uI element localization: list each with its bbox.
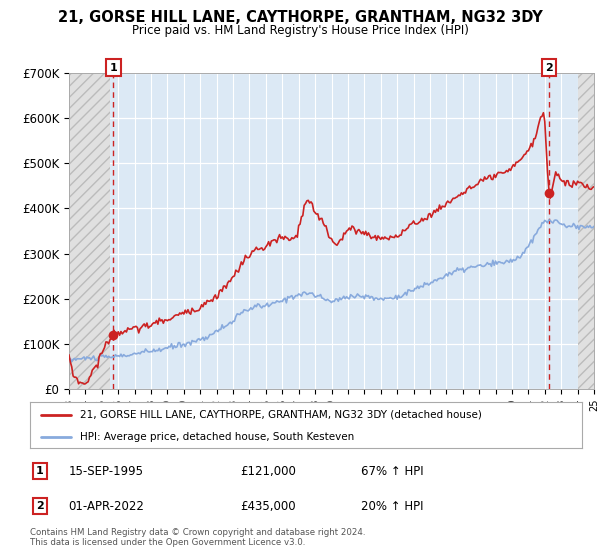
Text: 1: 1: [36, 466, 44, 476]
Text: HPI: Average price, detached house, South Kesteven: HPI: Average price, detached house, Sout…: [80, 432, 354, 441]
Text: Price paid vs. HM Land Registry's House Price Index (HPI): Price paid vs. HM Land Registry's House …: [131, 24, 469, 36]
Text: 21, GORSE HILL LANE, CAYTHORPE, GRANTHAM, NG32 3DY: 21, GORSE HILL LANE, CAYTHORPE, GRANTHAM…: [58, 10, 542, 25]
Text: Contains HM Land Registry data © Crown copyright and database right 2024.
This d: Contains HM Land Registry data © Crown c…: [30, 528, 365, 547]
Text: 20% ↑ HPI: 20% ↑ HPI: [361, 500, 424, 512]
Text: £121,000: £121,000: [240, 465, 296, 478]
Text: 01-APR-2022: 01-APR-2022: [68, 500, 145, 512]
Bar: [578, 73, 594, 389]
Text: £435,000: £435,000: [240, 500, 295, 512]
Text: 2: 2: [545, 63, 553, 73]
Bar: [69, 73, 110, 389]
Text: 1: 1: [110, 63, 118, 73]
Text: 2: 2: [36, 501, 44, 511]
Text: 67% ↑ HPI: 67% ↑ HPI: [361, 465, 424, 478]
Text: 21, GORSE HILL LANE, CAYTHORPE, GRANTHAM, NG32 3DY (detached house): 21, GORSE HILL LANE, CAYTHORPE, GRANTHAM…: [80, 410, 482, 420]
Text: 15-SEP-1995: 15-SEP-1995: [68, 465, 143, 478]
